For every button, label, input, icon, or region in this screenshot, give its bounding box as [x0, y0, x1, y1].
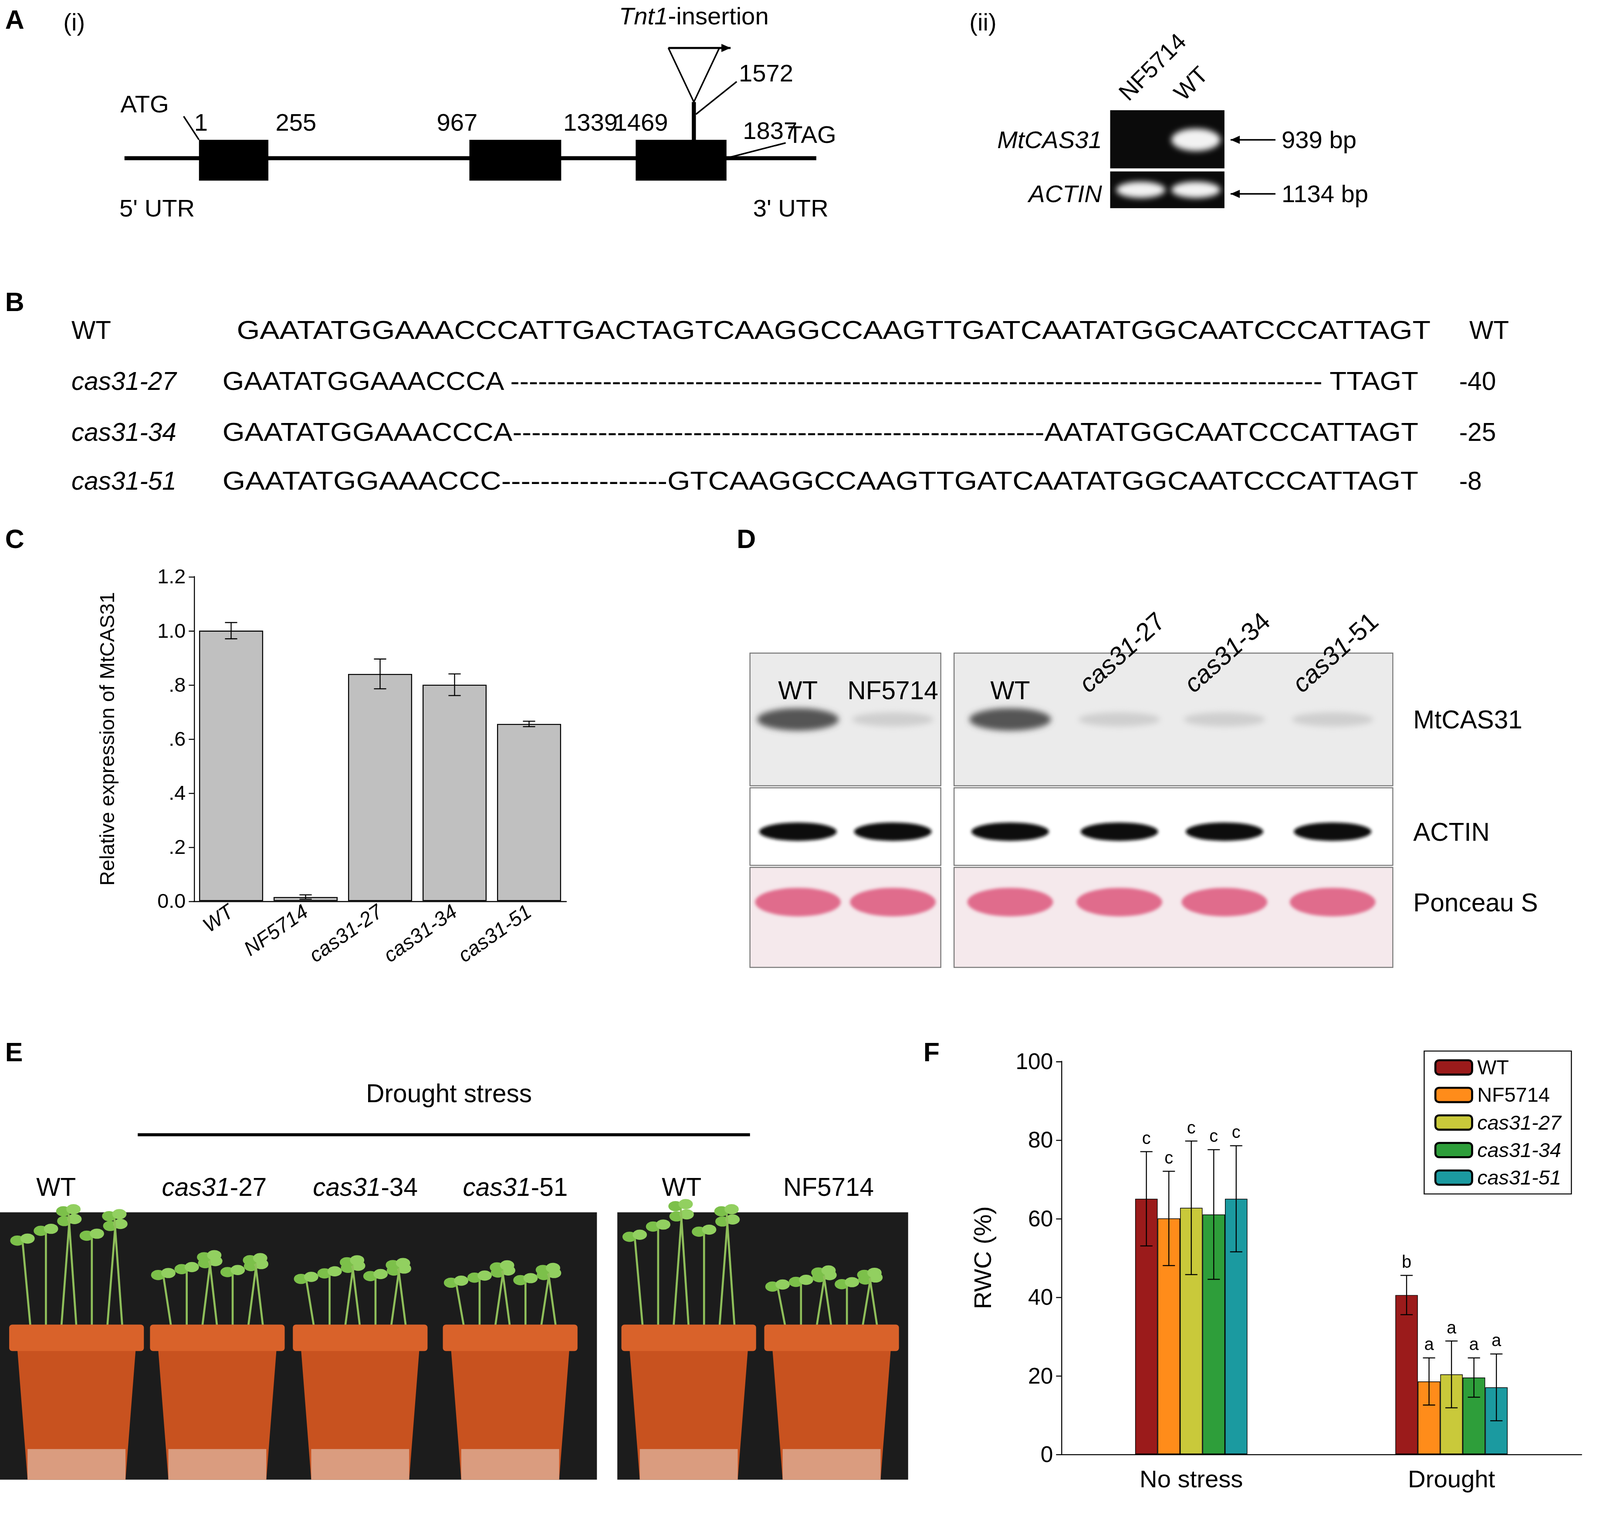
svg-text:TAG: TAG [787, 120, 836, 149]
svg-text:5' UTR: 5' UTR [119, 194, 195, 222]
svg-text:WT: WT [36, 1172, 76, 1201]
svg-text:WT: WT [990, 676, 1030, 705]
svg-text:cas31-51: cas31-51 [453, 899, 536, 967]
svg-text:a: a [1469, 1334, 1480, 1354]
svg-text:c: c [1164, 1147, 1174, 1168]
svg-text:c: c [1231, 1122, 1241, 1142]
svg-text:NF5714: NF5714 [1113, 27, 1191, 106]
svg-text:1: 1 [194, 108, 208, 136]
svg-text:NF5714: NF5714 [847, 676, 938, 705]
svg-text:80: 80 [1028, 1126, 1053, 1153]
svg-text:939 bp: 939 bp [1281, 125, 1357, 154]
svg-text:ACTIN: ACTIN [1027, 179, 1103, 208]
svg-text:WT: WT [1477, 1055, 1509, 1079]
svg-text:60: 60 [1028, 1205, 1053, 1232]
svg-text:cas31-27: cas31-27 [1073, 606, 1171, 698]
svg-text:NF5714: NF5714 [239, 899, 312, 961]
svg-text:.6: .6 [168, 727, 186, 751]
svg-text:cas31-27: cas31-27 [161, 1172, 267, 1201]
svg-text:GAATATGGAAACCCATTGACTAGTCAAGGC: GAATATGGAAACCCATTGACTAGTCAAGGCCAAGTTGATC… [236, 315, 1431, 345]
svg-text:b: b [1401, 1251, 1412, 1272]
svg-text:3' UTR: 3' UTR [753, 194, 829, 222]
svg-text:-25: -25 [1459, 417, 1497, 447]
svg-text:WT: WT [71, 315, 112, 345]
svg-text:c: c [1142, 1128, 1151, 1148]
svg-text:cas31-27: cas31-27 [1477, 1111, 1563, 1134]
svg-text:0.0: 0.0 [157, 889, 186, 913]
svg-text:NF5714: NF5714 [783, 1172, 874, 1201]
svg-text:NF5714: NF5714 [1477, 1083, 1550, 1107]
svg-text:GAATATGGAAACCCA --------------: GAATATGGAAACCCA ------------------------… [222, 366, 1419, 396]
svg-text:c: c [1187, 1117, 1196, 1137]
svg-text:GAATATGGAAACCCA---------------: GAATATGGAAACCCA-------------------------… [222, 417, 1419, 447]
svg-text:E: E [5, 1037, 24, 1067]
svg-text:cas31-27: cas31-27 [304, 899, 388, 967]
svg-text:GAATATGGAAACCC----------------: GAATATGGAAACCC-----------------GTCAAGGCC… [222, 466, 1419, 495]
svg-text:1339: 1339 [563, 108, 618, 136]
svg-text:1837: 1837 [742, 116, 798, 145]
svg-text:WT: WT [778, 676, 818, 705]
svg-text:ATG: ATG [120, 90, 169, 118]
svg-text:40: 40 [1028, 1284, 1053, 1310]
svg-text:cas31-51: cas31-51 [71, 466, 177, 495]
svg-text:.4: .4 [168, 781, 186, 805]
svg-text:WT: WT [198, 899, 239, 937]
svg-text:1.0: 1.0 [157, 619, 186, 643]
svg-text:a: a [1424, 1334, 1435, 1354]
svg-text:-8: -8 [1459, 466, 1482, 495]
svg-text:D: D [736, 524, 756, 554]
svg-text:WT: WT [1168, 60, 1214, 106]
svg-text:Tnt1-insertion: Tnt1-insertion [619, 2, 769, 30]
svg-text:MtCAS31: MtCAS31 [997, 125, 1103, 154]
svg-text:20: 20 [1028, 1363, 1053, 1389]
svg-text:F: F [923, 1037, 940, 1067]
svg-text:1134 bp: 1134 bp [1281, 179, 1369, 208]
svg-text:Drought: Drought [1407, 1464, 1496, 1493]
svg-text:.8: .8 [168, 673, 186, 697]
svg-text:cas31-34: cas31-34 [312, 1172, 418, 1201]
svg-text:cas31-51: cas31-51 [1477, 1166, 1562, 1189]
svg-text:cas31-51: cas31-51 [462, 1172, 568, 1201]
svg-text:cas31-34: cas31-34 [71, 417, 177, 447]
svg-text:C: C [5, 524, 25, 554]
svg-text:1.2: 1.2 [157, 564, 186, 588]
svg-text:967: 967 [436, 108, 478, 136]
svg-text:cas31-34: cas31-34 [1178, 606, 1276, 698]
svg-text:-40: -40 [1459, 366, 1497, 396]
svg-text:cas31-51: cas31-51 [1286, 606, 1384, 698]
svg-text:No stress: No stress [1139, 1464, 1243, 1493]
svg-text:0: 0 [1040, 1441, 1054, 1467]
svg-text:WT: WT [661, 1172, 702, 1201]
svg-text:ACTIN: ACTIN [1413, 817, 1490, 846]
svg-text:a: a [1491, 1330, 1502, 1350]
svg-text:cas31-34: cas31-34 [1477, 1138, 1562, 1162]
svg-text:RWC (%): RWC (%) [968, 1206, 997, 1310]
svg-text:cas31-27: cas31-27 [71, 366, 178, 396]
svg-text:Ponceau S: Ponceau S [1413, 888, 1538, 917]
svg-text:Drought stress: Drought stress [365, 1079, 532, 1108]
svg-text:MtCAS31: MtCAS31 [1413, 705, 1523, 734]
svg-text:255: 255 [275, 108, 317, 136]
svg-text:(i): (i) [63, 8, 85, 36]
svg-text:WT: WT [1469, 315, 1509, 345]
svg-text:cas31-34: cas31-34 [379, 899, 462, 967]
svg-text:1469: 1469 [613, 108, 669, 136]
svg-text:B: B [5, 287, 25, 317]
svg-text:A: A [5, 4, 25, 35]
svg-text:.2: .2 [168, 835, 186, 859]
svg-text:Relative expression of MtCAS31: Relative expression of MtCAS31 [95, 591, 119, 886]
svg-text:100: 100 [1015, 1048, 1053, 1074]
svg-text:a: a [1446, 1317, 1457, 1337]
svg-text:1572: 1572 [738, 59, 794, 87]
svg-text:(ii): (ii) [969, 8, 997, 36]
svg-text:c: c [1209, 1126, 1218, 1146]
